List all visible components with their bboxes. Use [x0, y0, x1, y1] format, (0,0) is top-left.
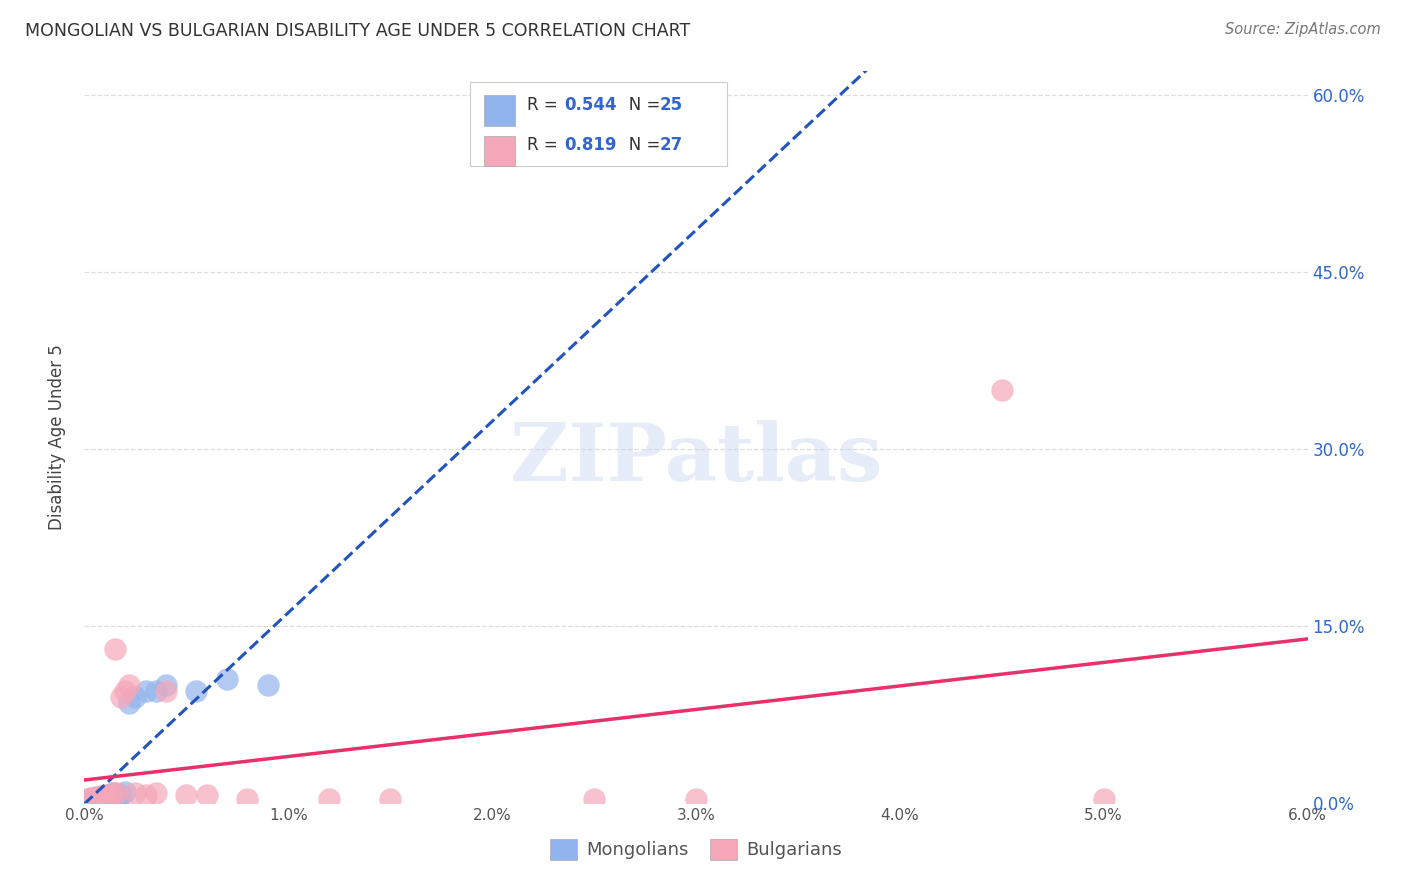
Point [86, 791, 108, 805]
Point [110, 690, 132, 704]
Text: 0.819: 0.819 [564, 136, 616, 154]
Text: N =: N = [613, 136, 665, 154]
Point [114, 683, 136, 698]
Point [318, 792, 340, 806]
Point [104, 642, 127, 657]
FancyBboxPatch shape [470, 82, 727, 167]
Text: R =: R = [527, 136, 564, 154]
Point [83, 789, 105, 804]
Point [114, 785, 136, 799]
Point [90, 791, 112, 805]
Point [97, 789, 120, 803]
Text: 0.544: 0.544 [564, 95, 616, 113]
Legend: Mongolians, Bulgarians: Mongolians, Bulgarians [543, 831, 849, 867]
Point [195, 788, 218, 802]
Point [79, 792, 101, 806]
Point [257, 678, 280, 692]
Point [991, 383, 1014, 397]
Point [100, 789, 122, 804]
Point [82, 793, 104, 807]
Point [176, 788, 198, 802]
Point [87, 789, 110, 804]
Point [236, 792, 259, 806]
Text: MONGOLIAN VS BULGARIAN DISABILITY AGE UNDER 5 CORRELATION CHART: MONGOLIAN VS BULGARIAN DISABILITY AGE UN… [25, 22, 690, 40]
Point [97, 789, 120, 803]
Point [186, 683, 208, 698]
Point [90, 789, 112, 803]
Text: N =: N = [613, 95, 665, 113]
Text: 27: 27 [659, 136, 682, 154]
Point [124, 786, 146, 800]
FancyBboxPatch shape [484, 95, 515, 127]
Point [110, 788, 132, 802]
Point [101, 786, 124, 800]
Y-axis label: Disability Age Under 5: Disability Age Under 5 [48, 344, 66, 530]
Point [77, 792, 100, 806]
Point [155, 678, 177, 692]
Point [93, 788, 117, 802]
Point [105, 786, 128, 800]
Point [1092, 792, 1115, 806]
Point [118, 678, 141, 692]
Point [145, 786, 167, 800]
Point [155, 683, 177, 698]
FancyBboxPatch shape [484, 136, 515, 167]
Text: 25: 25 [659, 95, 682, 113]
Point [83, 791, 105, 805]
Point [93, 789, 117, 804]
Point [124, 690, 146, 704]
Point [583, 792, 606, 806]
Point [86, 792, 108, 806]
Point [96, 788, 118, 802]
Text: R =: R = [527, 95, 564, 113]
Point [82, 792, 104, 806]
Point [91, 789, 114, 803]
Point [145, 683, 167, 698]
Point [135, 788, 157, 802]
Point [118, 696, 141, 710]
Point [77, 793, 100, 807]
Text: ZIPatlas: ZIPatlas [510, 420, 882, 498]
Point [104, 791, 127, 805]
Point [685, 792, 707, 806]
Point [217, 672, 239, 686]
Point [101, 786, 124, 800]
Text: Source: ZipAtlas.com: Source: ZipAtlas.com [1225, 22, 1381, 37]
Point [105, 789, 128, 803]
Point [135, 683, 157, 698]
Point [79, 791, 101, 805]
Point [380, 792, 402, 806]
